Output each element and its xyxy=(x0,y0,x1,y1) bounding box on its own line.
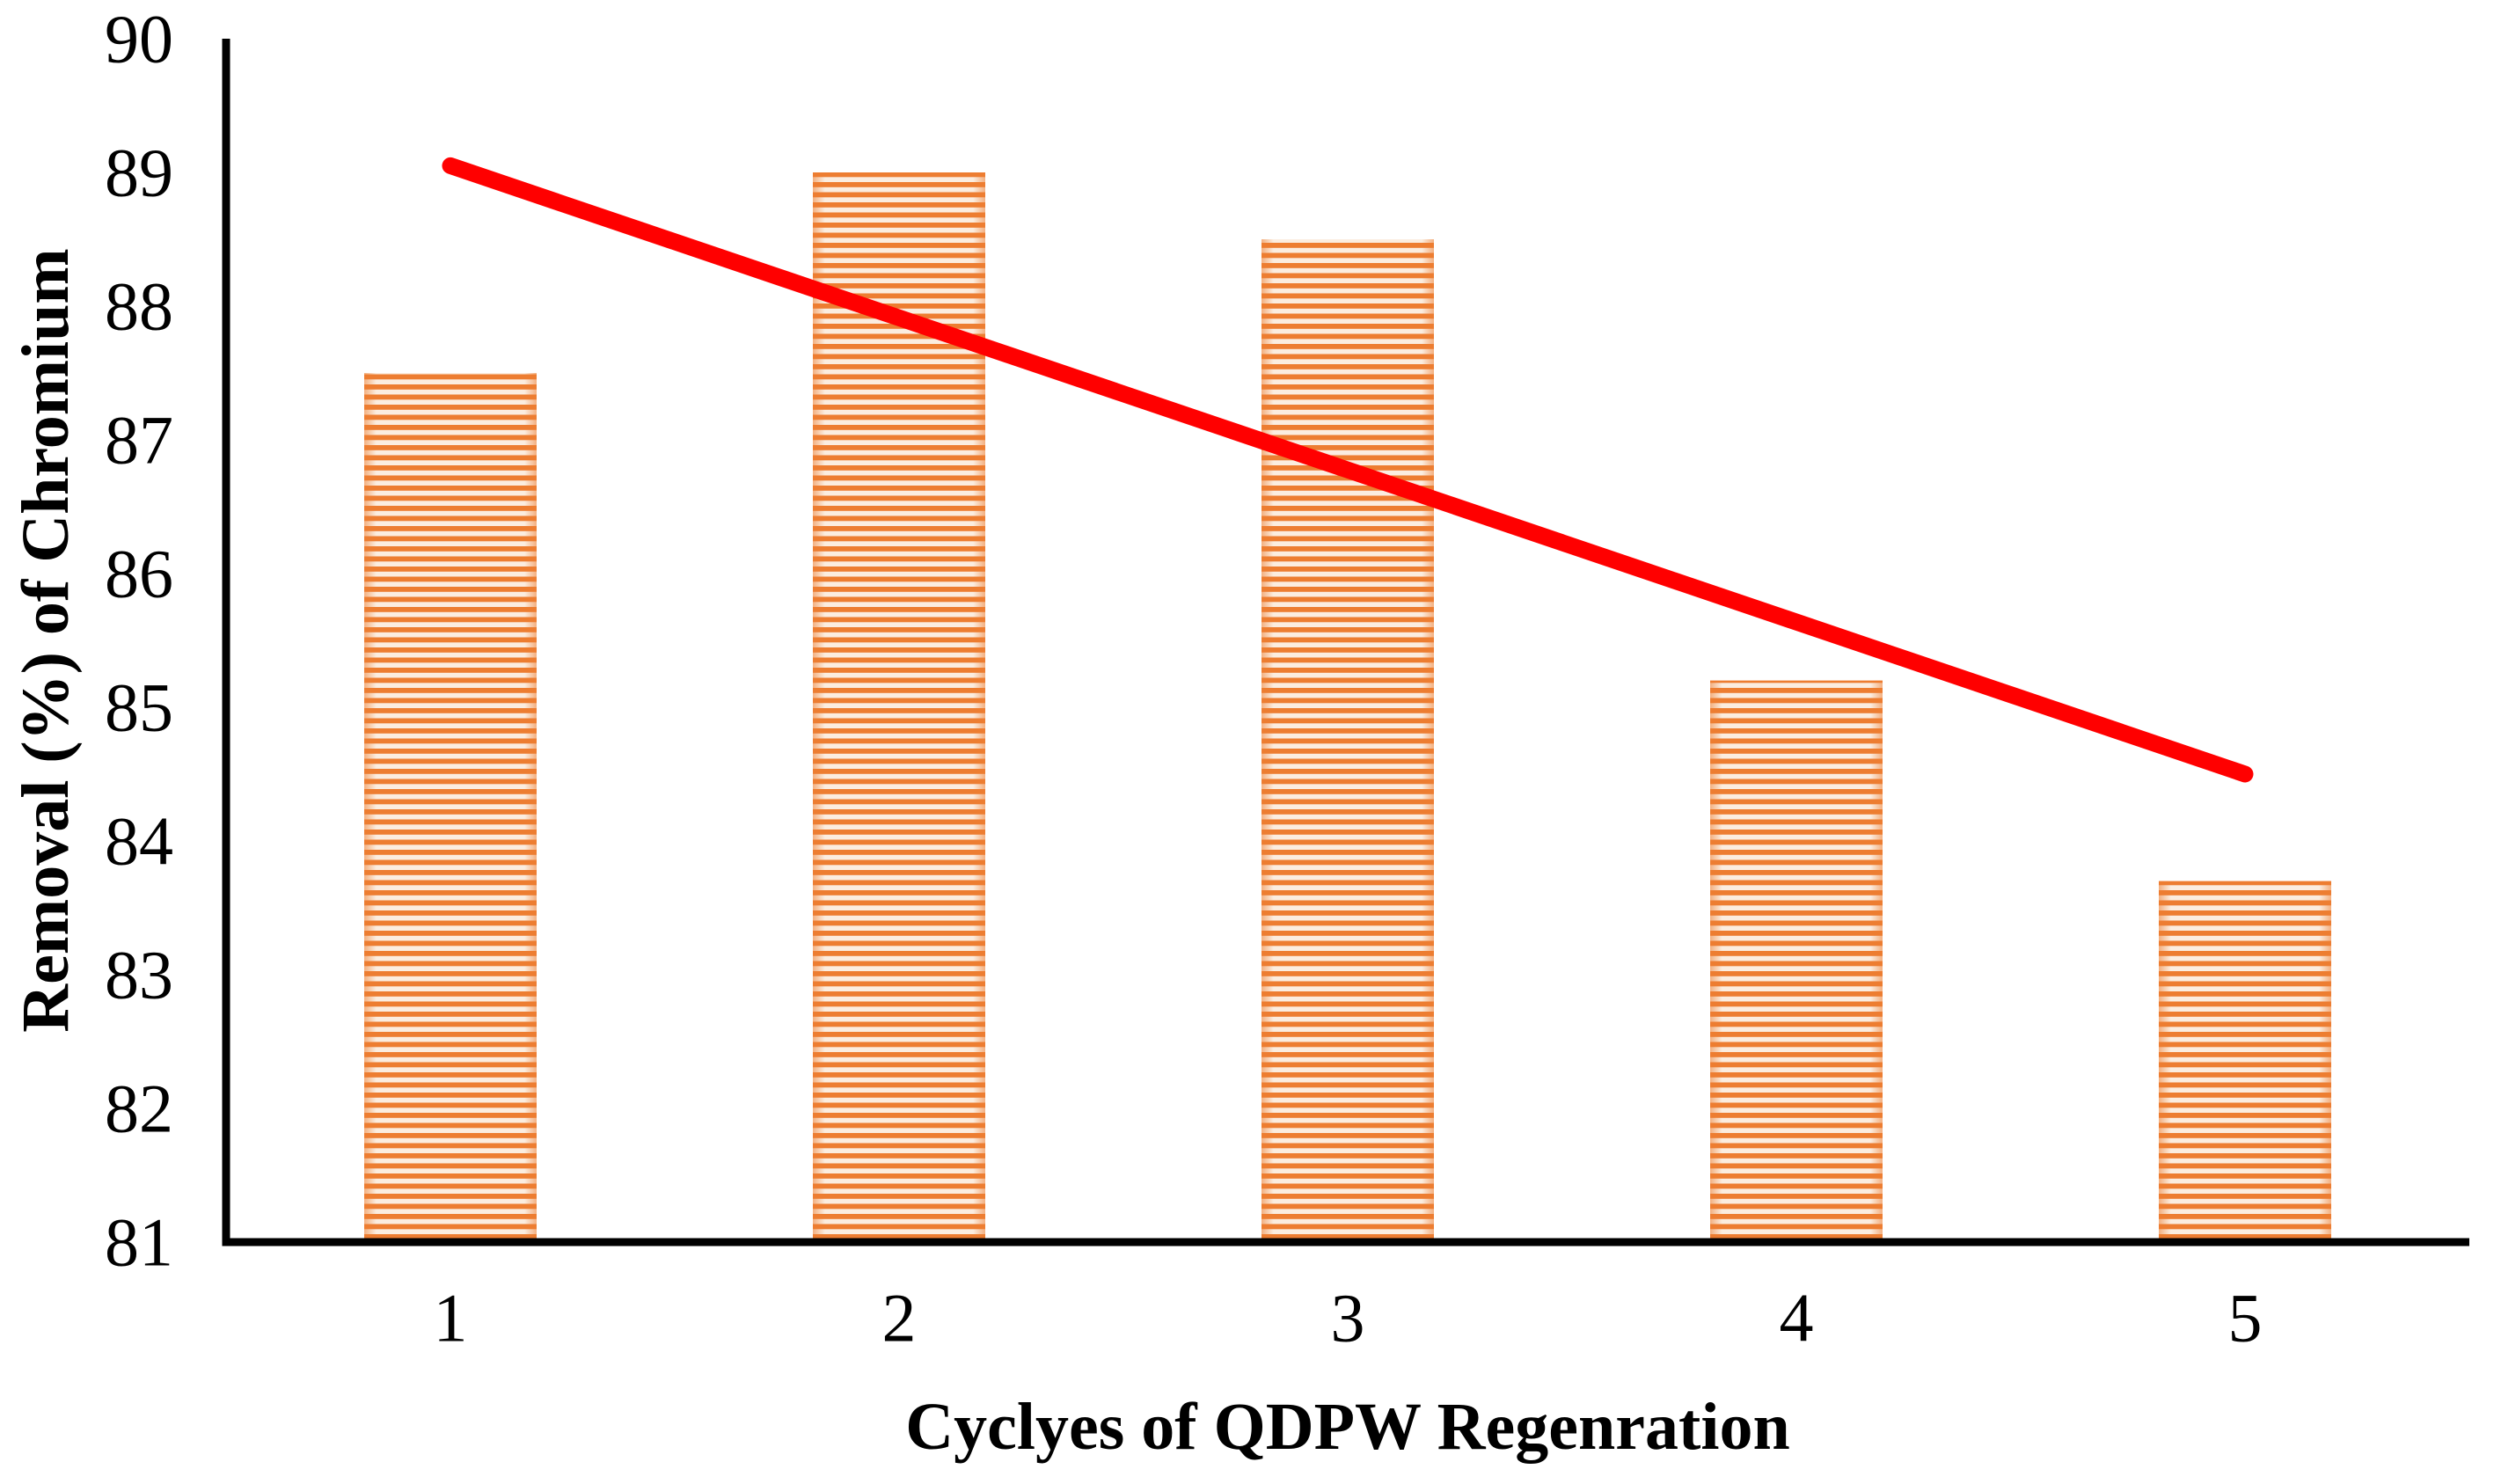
y-tick-label-88: 88 xyxy=(105,268,173,345)
x-tick-label-1: 1 xyxy=(434,1280,468,1356)
x-tick-labels: 1 2 3 4 5 xyxy=(434,1280,2263,1356)
x-tick-label-5: 5 xyxy=(2228,1280,2263,1356)
y-tick-label-81: 81 xyxy=(105,1204,173,1281)
bar-cycle-2 xyxy=(813,172,985,1242)
bars-layer xyxy=(364,172,2331,1242)
bar-edge-shading xyxy=(2159,881,2331,1242)
x-tick-label-3: 3 xyxy=(1331,1280,1365,1356)
x-tick-label-2: 2 xyxy=(882,1280,917,1356)
y-tick-label-87: 87 xyxy=(105,402,173,479)
y-tick-label-83: 83 xyxy=(105,937,173,1013)
x-tick-label-4: 4 xyxy=(1780,1280,1814,1356)
y-tick-label-90: 90 xyxy=(105,1,173,77)
bar-cycle-1 xyxy=(364,373,537,1242)
bar-edge-shading xyxy=(364,373,537,1242)
y-tick-label-85: 85 xyxy=(105,669,173,746)
y-tick-labels: 90 89 88 87 86 85 84 83 82 81 xyxy=(105,1,173,1281)
bar-edge-shading xyxy=(813,172,985,1242)
y-tick-label-84: 84 xyxy=(105,803,173,880)
y-tick-label-82: 82 xyxy=(105,1071,173,1147)
trendline xyxy=(442,157,2254,783)
x-axis-title: Cyclyes of QDPW Regenration xyxy=(905,1390,1789,1464)
y-axis-title: Removal (%) of Chromium xyxy=(9,248,83,1032)
bar-cycle-5 xyxy=(2159,881,2331,1242)
bar-cycle-3 xyxy=(1261,239,1434,1242)
bar-cycle-4 xyxy=(1710,680,1883,1242)
y-tick-label-86: 86 xyxy=(105,536,173,612)
bar-edge-shading xyxy=(1710,680,1883,1242)
y-tick-label-89: 89 xyxy=(105,135,173,211)
axes-layer xyxy=(222,39,2469,1246)
bar-edge-shading xyxy=(1261,239,1434,1242)
